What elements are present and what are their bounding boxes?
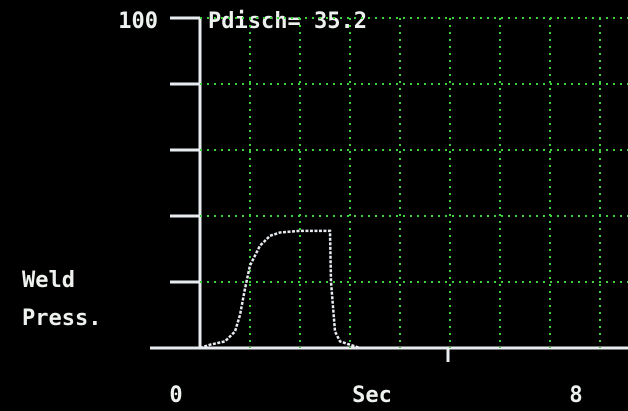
annotation: Pdisch= 35.2: [208, 9, 367, 34]
x-axis-label: Sec: [352, 383, 392, 408]
x-tick-label: 8: [569, 383, 582, 408]
screen: Pdisch= 35.2 Sec 100 0 8 Weld Press.: [0, 0, 628, 411]
y-tick-label: 100: [118, 9, 158, 34]
pressure-line: [200, 231, 360, 348]
chart: Pdisch= 35.2 Sec 100 0 8: [0, 0, 628, 411]
y-axis-label: Weld Press.: [22, 262, 122, 338]
x-tick-label: 0: [169, 383, 182, 408]
